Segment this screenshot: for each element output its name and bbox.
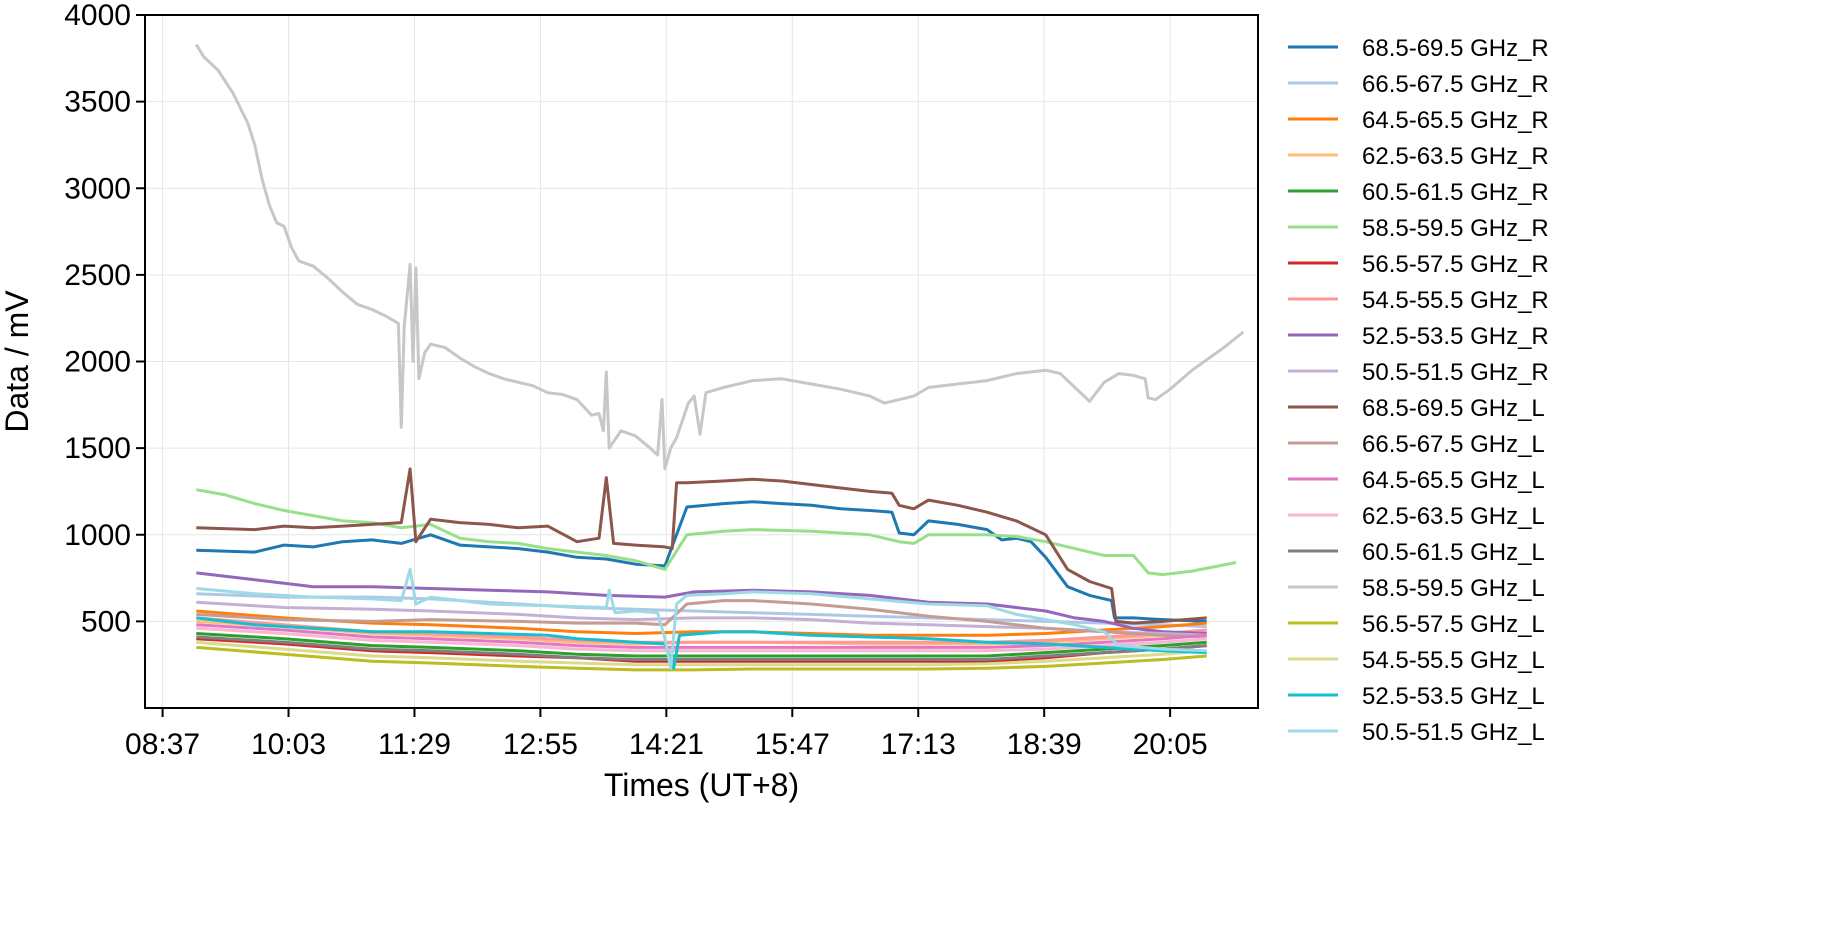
x-tick-label: 11:29 bbox=[378, 728, 451, 761]
legend-label: 54.5-55.5 GHz_L bbox=[1362, 647, 1545, 674]
x-tick-label: 14:21 bbox=[629, 728, 704, 761]
y-tick-label: 3000 bbox=[64, 172, 131, 205]
y-tick-label: 2000 bbox=[64, 346, 131, 379]
series-line-11 bbox=[196, 599, 1207, 639]
x-tick-label: 17:13 bbox=[881, 728, 956, 761]
y-tick-label: 2500 bbox=[64, 259, 131, 292]
x-tick-label: 08:37 bbox=[125, 728, 200, 761]
legend-label: 60.5-61.5 GHz_L bbox=[1362, 539, 1545, 566]
y-tick-label: 3500 bbox=[64, 86, 131, 119]
legend-label: 50.5-51.5 GHz_R bbox=[1362, 359, 1549, 386]
legend-label: 64.5-65.5 GHz_R bbox=[1362, 107, 1549, 134]
legend-label: 66.5-67.5 GHz_R bbox=[1362, 71, 1549, 98]
y-tick-label: 1500 bbox=[64, 432, 131, 465]
legend-label: 54.5-55.5 GHz_R bbox=[1362, 287, 1549, 314]
series-line-8 bbox=[196, 571, 1207, 635]
legend-label: 62.5-63.5 GHz_R bbox=[1362, 143, 1549, 170]
legend-label: 68.5-69.5 GHz_L bbox=[1362, 395, 1545, 422]
legend-label: 58.5-59.5 GHz_R bbox=[1362, 215, 1549, 242]
x-tick-label: 20:05 bbox=[1133, 728, 1208, 761]
legend-label: 56.5-57.5 GHz_R bbox=[1362, 251, 1549, 278]
y-tick-label: 500 bbox=[81, 605, 131, 638]
series-line-16 bbox=[196, 645, 1207, 672]
x-axis-title: Times (UT+8) bbox=[604, 767, 799, 803]
y-tick-label: 4000 bbox=[64, 0, 131, 32]
y-tick-label: 1000 bbox=[64, 519, 131, 552]
series-line-10 bbox=[196, 467, 1207, 625]
legend-label: 62.5-63.5 GHz_L bbox=[1362, 503, 1545, 530]
legend: 68.5-69.5 GHz_R 66.5-67.5 GHz_R 64.5-65.5 … bbox=[1288, 35, 1549, 746]
legend-label: 60.5-61.5 GHz_R bbox=[1362, 179, 1549, 206]
legend-label: 64.5-65.5 GHz_L bbox=[1362, 467, 1545, 494]
legend-label: 56.5-57.5 GHz_L bbox=[1362, 611, 1545, 638]
axis-ticks: 08:37 10:03 11:29 12:55 14:21 15:47 17:13 18:39… bbox=[64, 0, 1207, 761]
legend-label: 52.5-53.5 GHz_L bbox=[1362, 683, 1545, 710]
legend-label: 68.5-69.5 GHz_R bbox=[1362, 35, 1549, 62]
legend-label: 58.5-59.5 GHz_L bbox=[1362, 575, 1545, 602]
x-tick-label: 15:47 bbox=[755, 728, 830, 761]
legend-label: 52.5-53.5 GHz_R bbox=[1362, 323, 1549, 350]
y-axis-title: Data / mV bbox=[0, 290, 35, 433]
series-line-15 bbox=[195, 43, 1245, 471]
x-tick-label: 12:55 bbox=[503, 728, 578, 761]
series-line-4 bbox=[196, 632, 1207, 658]
series-line-18 bbox=[196, 616, 1207, 670]
legend-label: 66.5-67.5 GHz_L bbox=[1362, 431, 1545, 458]
series-line-19 bbox=[196, 567, 1207, 670]
x-tick-label: 18:39 bbox=[1007, 728, 1082, 761]
x-tick-label: 10:03 bbox=[251, 728, 326, 761]
series-line-13 bbox=[196, 626, 1207, 653]
series-line-14 bbox=[196, 635, 1207, 661]
series-line-17 bbox=[196, 640, 1207, 667]
series-layer bbox=[195, 43, 1245, 672]
legend-label: 50.5-51.5 GHz_L bbox=[1362, 719, 1545, 746]
